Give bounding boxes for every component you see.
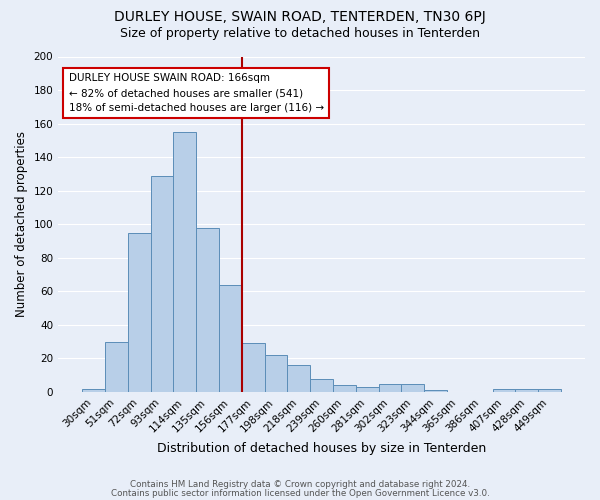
Bar	[379, 384, 401, 392]
Bar	[105, 342, 128, 392]
Bar	[493, 388, 515, 392]
Bar	[287, 365, 310, 392]
Text: DURLEY HOUSE SWAIN ROAD: 166sqm
← 82% of detached houses are smaller (541)
18% o: DURLEY HOUSE SWAIN ROAD: 166sqm ← 82% of…	[69, 74, 324, 113]
Bar	[538, 388, 561, 392]
Bar	[242, 344, 265, 392]
Bar	[128, 232, 151, 392]
Bar	[196, 228, 219, 392]
X-axis label: Distribution of detached houses by size in Tenterden: Distribution of detached houses by size …	[157, 442, 486, 455]
Bar	[265, 355, 287, 392]
Bar	[515, 388, 538, 392]
Bar	[310, 378, 333, 392]
Bar	[333, 385, 356, 392]
Text: Contains public sector information licensed under the Open Government Licence v3: Contains public sector information licen…	[110, 489, 490, 498]
Text: Size of property relative to detached houses in Tenterden: Size of property relative to detached ho…	[120, 28, 480, 40]
Bar	[82, 388, 105, 392]
Bar	[151, 176, 173, 392]
Bar	[424, 390, 447, 392]
Bar	[401, 384, 424, 392]
Text: DURLEY HOUSE, SWAIN ROAD, TENTERDEN, TN30 6PJ: DURLEY HOUSE, SWAIN ROAD, TENTERDEN, TN3…	[114, 10, 486, 24]
Text: Contains HM Land Registry data © Crown copyright and database right 2024.: Contains HM Land Registry data © Crown c…	[130, 480, 470, 489]
Y-axis label: Number of detached properties: Number of detached properties	[15, 131, 28, 317]
Bar	[173, 132, 196, 392]
Bar	[356, 387, 379, 392]
Bar	[219, 284, 242, 392]
